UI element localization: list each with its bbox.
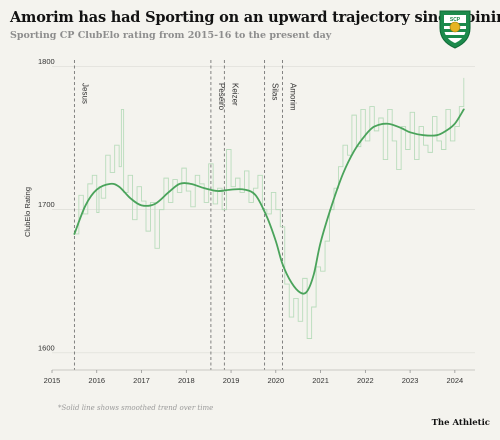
x-tick-label: 2016 bbox=[88, 376, 105, 385]
x-tick-label: 2024 bbox=[447, 376, 464, 385]
manager-label: Amorim bbox=[289, 83, 298, 111]
x-axis: 2015 2016 2017 2018 2019 2020 2021 2022 2023 2024 bbox=[44, 369, 475, 385]
manager-label: Keizer bbox=[230, 83, 239, 106]
chart-title: Amorim has had Sporting on an upward tra… bbox=[10, 9, 500, 26]
x-tick-label: 2019 bbox=[223, 376, 240, 385]
x-tick-label: 2015 bbox=[44, 376, 61, 385]
y-tick-label: 1700 bbox=[38, 200, 55, 209]
x-tick-label: 2021 bbox=[312, 376, 329, 385]
lion-crest-icon: SCP bbox=[439, 10, 471, 49]
manager-label: Silas bbox=[271, 83, 280, 100]
footnote: *Solid line shows smoothed trend over ti… bbox=[58, 404, 214, 412]
x-tick-label: 2017 bbox=[133, 376, 150, 385]
x-tick-label: 2023 bbox=[402, 376, 419, 385]
x-tick-label: 2018 bbox=[178, 376, 195, 385]
manager-markers: Jesus Peseiro Keizer Silas Amorim bbox=[73, 60, 298, 370]
x-tick-label: 2020 bbox=[267, 376, 284, 385]
manager-label: Jesus bbox=[80, 83, 89, 104]
x-tick-label: 2022 bbox=[357, 376, 374, 385]
raw-rating-line bbox=[74, 77, 465, 339]
y-axis: 1600 1700 1800 bbox=[38, 57, 55, 352]
crest-text: SCP bbox=[450, 17, 461, 23]
smoothed-trend-line bbox=[73, 108, 465, 295]
y-tick-label: 1600 bbox=[38, 343, 55, 352]
series-lines bbox=[73, 77, 465, 339]
y-axis-label: ClubElo Rating bbox=[23, 187, 32, 237]
chart-subtitle: Sporting CP ClubElo rating from 2015-16 … bbox=[10, 30, 332, 41]
brand-logo: The Athletic bbox=[431, 418, 490, 428]
y-tick-label: 1800 bbox=[38, 57, 55, 66]
manager-label: Peseiro bbox=[217, 83, 226, 111]
